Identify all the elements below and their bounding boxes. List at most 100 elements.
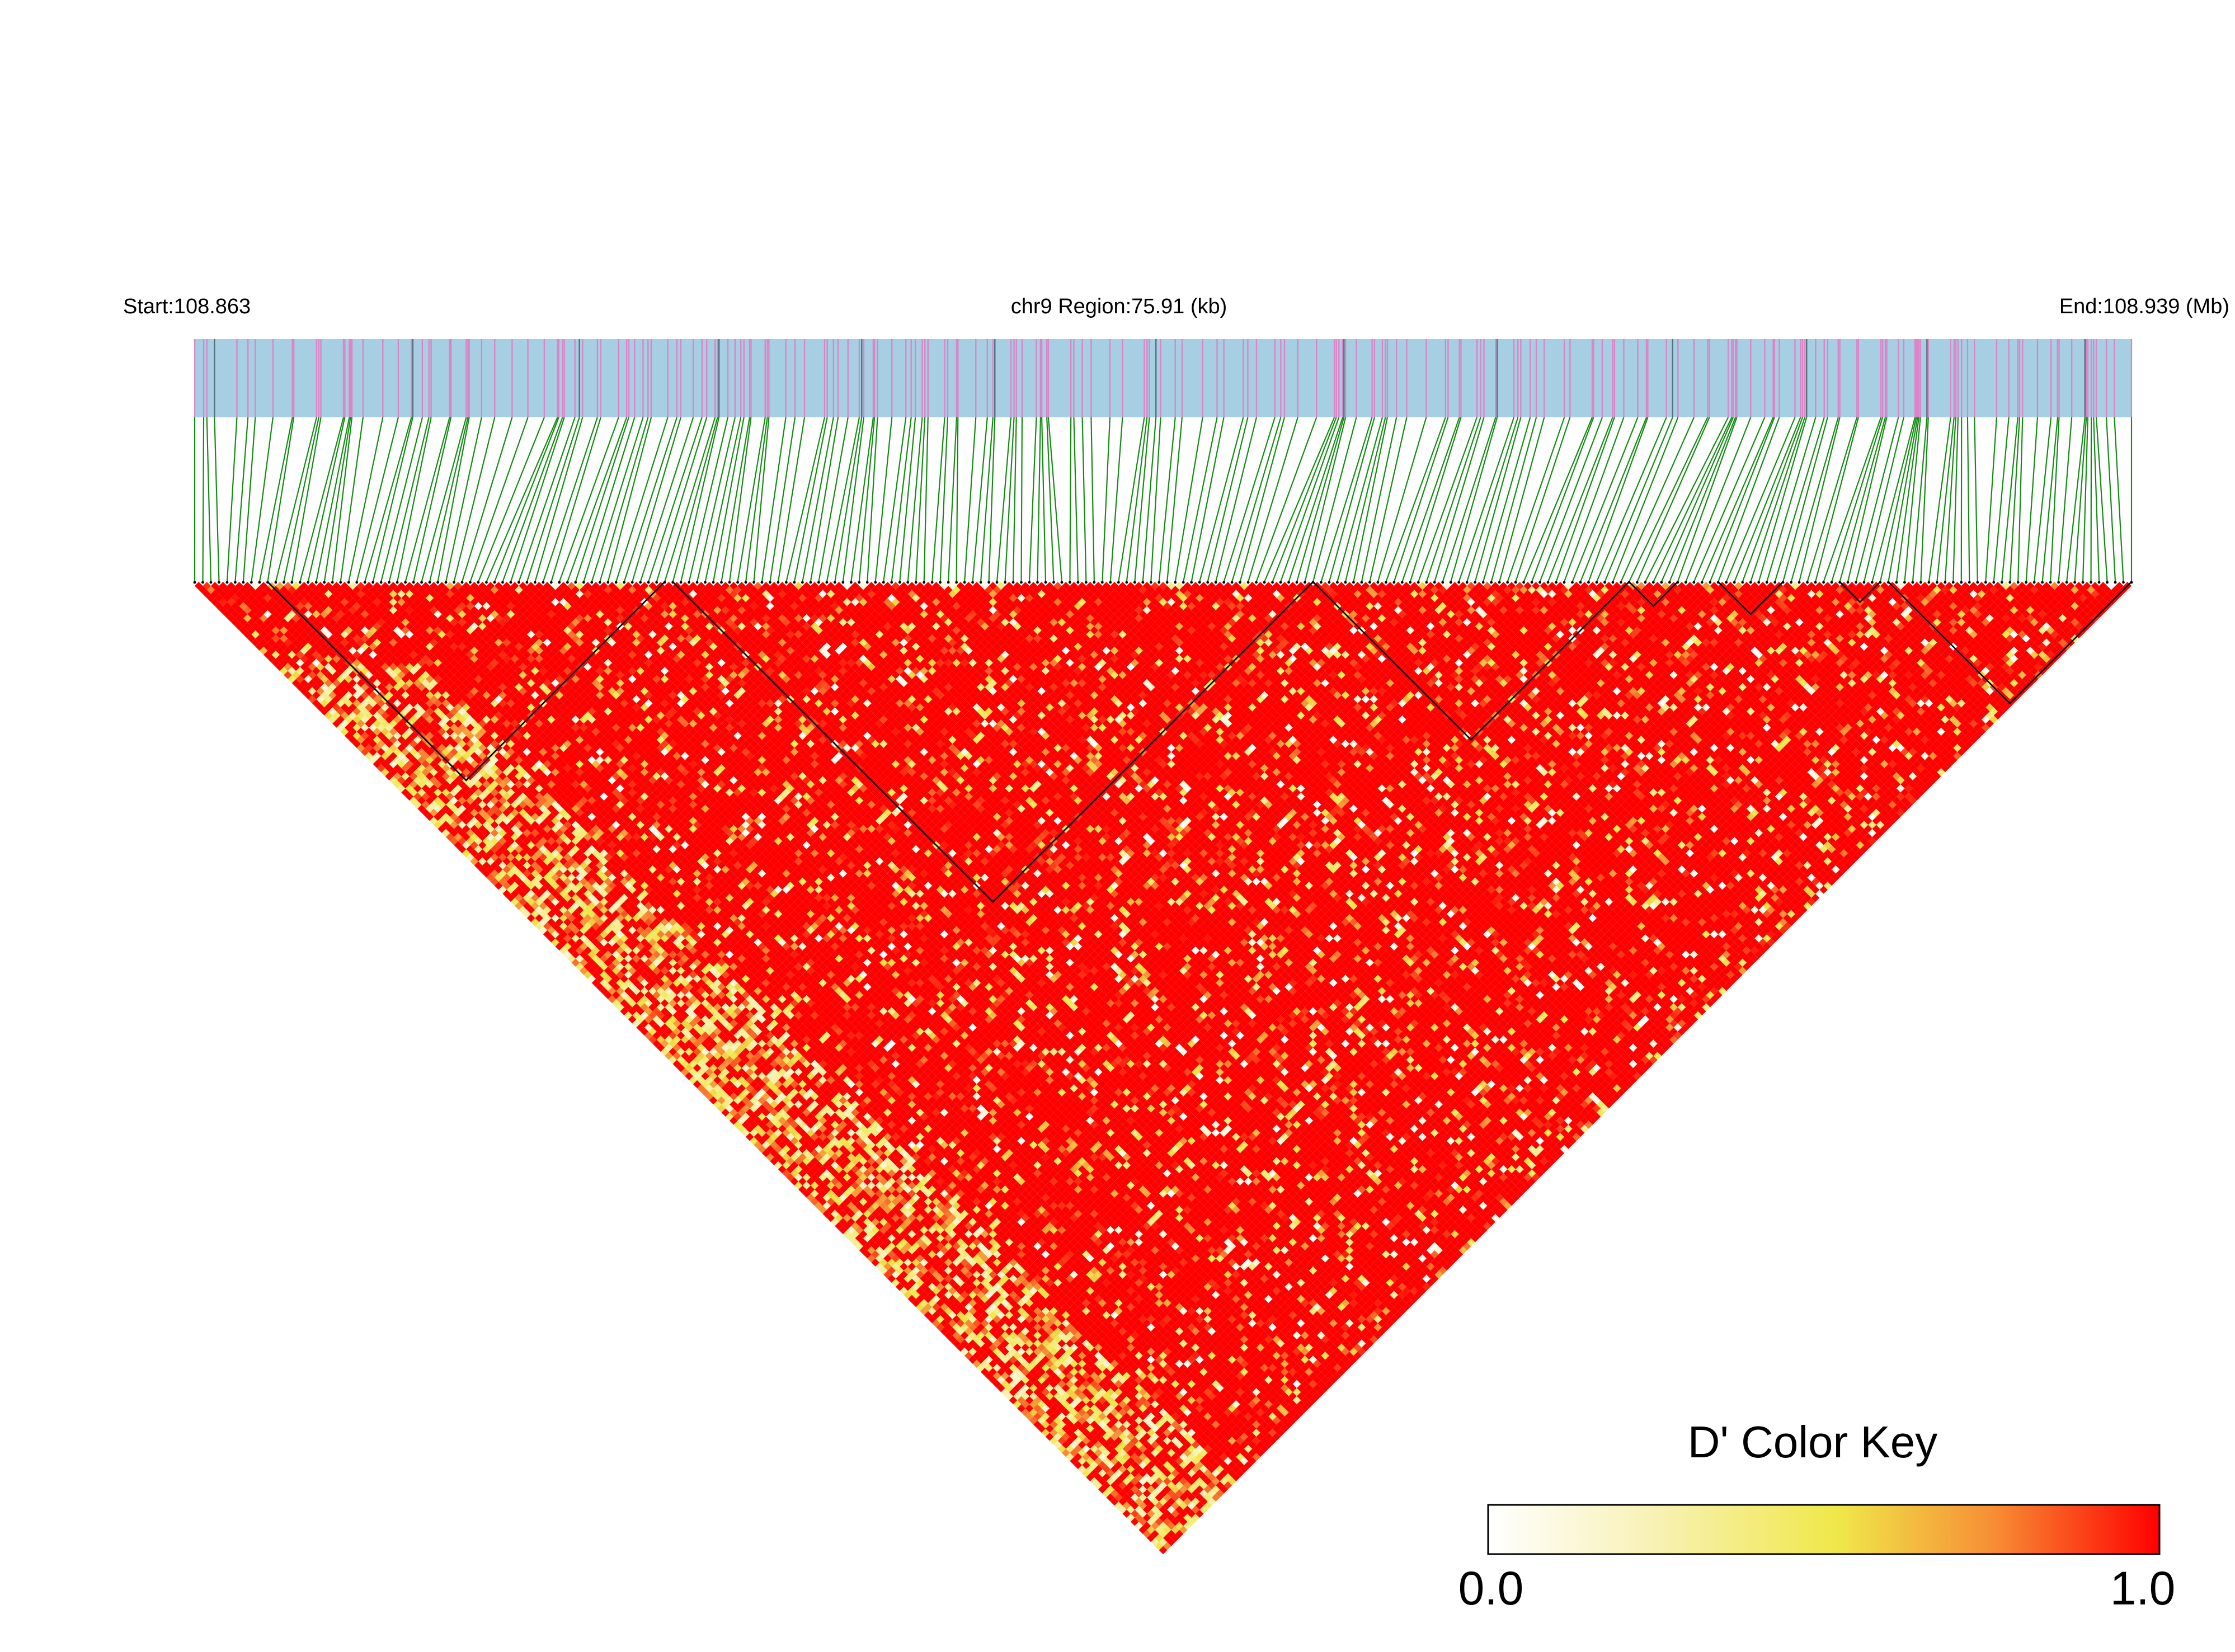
snp-connector (518, 417, 576, 582)
snp-connector (397, 417, 432, 582)
snp-connector (469, 417, 529, 582)
snp-connector (348, 417, 384, 582)
snp-connector (2017, 417, 2024, 582)
snp-connector (1855, 417, 1899, 582)
snp-connector (2009, 417, 2021, 582)
snp-connector (1081, 417, 1087, 582)
snp-connector (1474, 417, 1522, 582)
snp-connector (583, 417, 636, 582)
snp-connector (802, 417, 834, 582)
snp-connector (980, 417, 994, 582)
snp-connector (1928, 417, 1951, 582)
snp-connector (1563, 417, 1625, 582)
snp-connector (1555, 417, 1615, 582)
snp-connector (1612, 417, 1679, 582)
snp-connector (1815, 417, 1859, 582)
snp-connector (1239, 417, 1286, 582)
snp-connector (413, 417, 452, 582)
snp-connector (2041, 417, 2059, 582)
snp-connector (1888, 417, 1918, 582)
snp-connector (1571, 417, 1639, 582)
snp-connector (996, 417, 1012, 582)
snp-connector (2066, 417, 2086, 582)
snp-connector (558, 417, 619, 582)
snp-connector (283, 417, 319, 582)
snp-connector (550, 417, 601, 582)
snp-connector (2025, 417, 2039, 582)
snp-connector (721, 417, 751, 582)
snp-connector (1304, 417, 1347, 582)
snp-connector (356, 417, 399, 582)
snp-connector (1126, 417, 1148, 582)
snp-connector (1596, 417, 1667, 582)
snp-connector (948, 417, 958, 582)
snp-connector (534, 417, 584, 582)
snp-connector (510, 417, 565, 582)
snp-connector (1790, 417, 1839, 582)
snp-connector (1466, 417, 1519, 582)
snp-connector (623, 417, 677, 582)
start-label: Start:108.863 (123, 295, 251, 318)
snp-connector (818, 417, 849, 582)
snp-connector (1966, 417, 1970, 582)
snp-connector (1191, 417, 1225, 582)
snp-connector (607, 417, 652, 582)
snp-connector (591, 417, 644, 582)
snp-connector (1442, 417, 1497, 582)
snp-connector (1223, 417, 1276, 582)
snp-connector (486, 417, 558, 582)
snp-connector (1344, 417, 1386, 582)
snp-connector (2050, 417, 2060, 582)
snp-connector (1507, 417, 1565, 582)
snp-connector (988, 417, 996, 582)
snp-connector (1912, 417, 1928, 582)
snp-connector (1863, 417, 1904, 582)
snp-connector (1701, 417, 1774, 582)
snp-connector (923, 417, 929, 582)
snp-connector (648, 417, 703, 582)
snp-connector (251, 417, 274, 582)
snp-connector (1047, 417, 1063, 582)
snp-connector (1004, 417, 1015, 582)
snp-connector (567, 417, 628, 582)
snp-connector (404, 417, 450, 582)
snp-connector (1296, 417, 1345, 582)
snp-connector (1693, 417, 1766, 582)
snp-connector (615, 417, 669, 582)
snp-connector (1952, 417, 1959, 582)
snp-connector (1936, 417, 1955, 582)
snp-connector (1272, 417, 1337, 582)
snp-connector (1660, 417, 1734, 582)
snp-connector (1280, 417, 1340, 582)
snp-connector (704, 417, 742, 582)
snp-connector (1037, 417, 1041, 582)
snp-connector (1709, 417, 1775, 582)
snp-connector (826, 417, 860, 582)
snp-connector (380, 417, 424, 582)
snp-connector (793, 417, 828, 582)
snp-connector (1118, 417, 1145, 582)
snp-connector (883, 417, 907, 582)
snp-connector (1879, 417, 1917, 582)
snp-connector (1758, 417, 1808, 582)
snp-connector (1579, 417, 1648, 582)
snp-connector (1393, 417, 1449, 582)
snp-connector (1158, 417, 1176, 582)
snp-connector (1620, 417, 1695, 582)
snp-connector (493, 417, 559, 582)
snp-connector (1069, 417, 1072, 582)
snp-connector (1871, 417, 1916, 582)
snp-connector (867, 417, 878, 582)
snp-connector (1102, 417, 1111, 582)
snp-connector (656, 417, 708, 582)
snp-connector (1090, 417, 1095, 582)
snp-connector (1134, 417, 1150, 582)
snp-connector (697, 417, 736, 582)
snp-connector (461, 417, 513, 582)
snp-connector (437, 417, 470, 582)
snp-connector (915, 417, 926, 582)
snp-connector (1337, 417, 1384, 582)
snp-connector (1799, 417, 1841, 582)
snp-connector (931, 417, 945, 582)
